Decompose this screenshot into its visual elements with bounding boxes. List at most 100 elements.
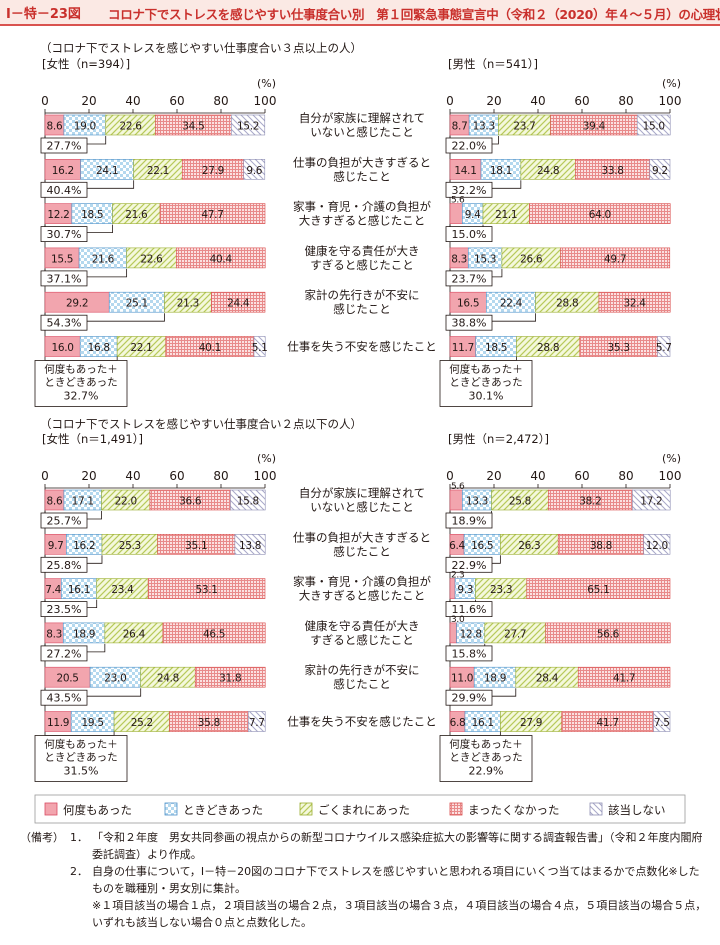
axis-tick-label: 0 xyxy=(41,94,49,108)
data-label: 7.4 xyxy=(45,584,61,596)
sum-box xyxy=(445,314,493,331)
data-label: 13.3 xyxy=(473,121,495,133)
data-label: 41.7 xyxy=(597,717,619,729)
axis-unit-label: (%) xyxy=(662,452,681,465)
bar-segment xyxy=(449,489,463,511)
bar-segment xyxy=(230,489,266,511)
data-label: 9.7 xyxy=(48,540,64,552)
legend-swatch xyxy=(299,802,313,816)
axis-tick-label: 20 xyxy=(486,469,501,483)
legend-swatch xyxy=(164,802,178,816)
data-label: 8.7 xyxy=(452,121,468,133)
data-label: 16.5 xyxy=(471,540,493,552)
data-label: 21.6 xyxy=(92,253,115,265)
bar-segment xyxy=(243,159,266,180)
data-label: 26.6 xyxy=(520,253,543,265)
bar-segment xyxy=(577,666,671,688)
legend xyxy=(34,794,686,824)
bar-segment xyxy=(526,578,671,599)
sum-callout-label: 何度もあった＋ xyxy=(449,738,523,751)
sum-box xyxy=(445,689,493,706)
data-label: 12.8 xyxy=(460,628,482,640)
data-label: 16.5 xyxy=(457,298,479,310)
item-label: 感じたこと xyxy=(333,544,391,558)
note-3-text: ※１項目該当の場合１点，２項目該当の場合２点，３項目該当の場合３点，４項目該当の… xyxy=(92,899,707,929)
data-label: 19.5 xyxy=(82,717,104,729)
data-label: 23.0 xyxy=(104,673,126,685)
data-label: 28.4 xyxy=(536,673,559,685)
data-label: 17.2 xyxy=(640,496,662,508)
data-label: 8.6 xyxy=(47,121,63,133)
sum-value: 15.8% xyxy=(452,647,487,660)
data-label: 18.9 xyxy=(484,673,506,685)
data-label: 38.2 xyxy=(579,496,601,508)
sum-value: 37.1% xyxy=(47,272,82,285)
bar-segment xyxy=(529,203,671,224)
data-label: 40.4 xyxy=(210,253,233,265)
data-label: 11.7 xyxy=(452,342,474,354)
data-label: 35.1 xyxy=(185,540,207,552)
item-label: 仕事の負担が大きすぎると xyxy=(293,530,431,544)
axis-tick-label: 40 xyxy=(125,469,140,483)
data-label: 22.1 xyxy=(147,165,169,177)
data-label: 19.0 xyxy=(74,121,96,133)
axis-unit-label: (%) xyxy=(257,452,276,465)
axis-tick-label: 60 xyxy=(574,469,589,483)
legend-label: 該当しない xyxy=(608,803,666,817)
data-label: 13.8 xyxy=(239,540,261,552)
bar-segment xyxy=(649,159,671,180)
item-label: 感じたこと xyxy=(333,169,391,183)
data-label: 12.0 xyxy=(646,540,668,552)
data-label: 23.7 xyxy=(513,121,535,133)
axis-tick-label: 0 xyxy=(41,469,49,483)
bar-segment xyxy=(176,247,266,269)
item-label: 健康を守る責任が大き xyxy=(305,244,420,258)
sum-callout-label: ときどきあった xyxy=(449,752,522,764)
data-label: 32.4 xyxy=(623,298,646,310)
sum-callout-value: 30.1% xyxy=(469,390,504,403)
data-label: 26.3 xyxy=(518,540,540,552)
axis-tick-label: 20 xyxy=(486,94,501,108)
bar-segment xyxy=(234,533,266,555)
legend-frame xyxy=(34,794,686,824)
data-label: 33.8 xyxy=(601,165,623,177)
section-title-low: （コロナ下でストレスを感じやすい仕事度合い２点以下の人） xyxy=(40,417,362,431)
sum-value: 32.2% xyxy=(452,184,487,197)
panel-4 xyxy=(439,484,671,782)
data-label: 18.1 xyxy=(490,165,512,177)
item-label: 健康を守る責任が大き xyxy=(305,619,420,633)
sum-callout-label: 何度もあった＋ xyxy=(44,363,118,376)
item-label: 家事・育児・介護の負担が xyxy=(293,575,431,589)
panel-group-label: [男性（n＝541）] xyxy=(448,57,538,71)
sum-value: 43.5% xyxy=(47,692,82,705)
bar-segment xyxy=(449,203,463,224)
sum-callout-box xyxy=(34,360,128,407)
bar-segment xyxy=(253,336,266,357)
axis-tick-label: 0 xyxy=(446,94,454,108)
sum-value: 18.9% xyxy=(452,515,487,528)
item-label: 感じたこと xyxy=(333,302,391,316)
data-label: 21.6 xyxy=(125,209,148,221)
sum-box xyxy=(445,645,493,662)
sum-box xyxy=(40,512,88,529)
sum-box xyxy=(445,270,493,287)
note-1-number: 1． xyxy=(70,831,88,844)
axis-tick-label: 100 xyxy=(659,94,682,108)
data-label: 24.4 xyxy=(227,298,250,310)
bar-segment xyxy=(545,622,671,644)
item-label: 家計の先行きが不安に xyxy=(305,288,420,302)
note-2-number: 2． xyxy=(70,865,88,878)
data-label: 29.2 xyxy=(66,298,88,310)
figure-header: Ⅰ－特－23図 コロナ下でストレスを感じやすい仕事度合い別 第１回緊急事態宣言中… xyxy=(0,0,720,26)
sum-value: 25.7% xyxy=(47,515,82,528)
data-label: 15.5 xyxy=(51,253,73,265)
data-label: 22.4 xyxy=(500,298,523,310)
sum-callout-box xyxy=(34,735,128,782)
data-label: 16.2 xyxy=(73,540,95,552)
data-label: 13.3 xyxy=(466,496,488,508)
sum-box xyxy=(445,556,493,573)
data-label: 23.3 xyxy=(490,584,512,596)
item-label: 感じたこと xyxy=(333,677,391,691)
sum-box xyxy=(445,512,493,529)
bar-segment xyxy=(449,578,456,599)
